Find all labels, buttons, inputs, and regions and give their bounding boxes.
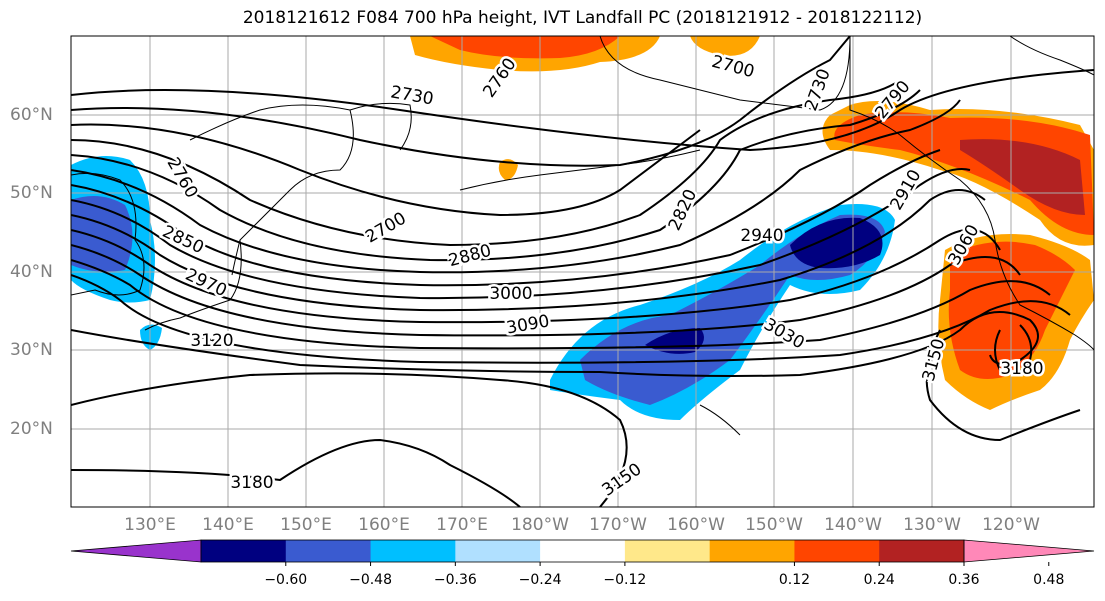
- longitude-label: 160°W: [667, 515, 725, 535]
- longitude-label: 150°W: [745, 515, 803, 535]
- longitude-label: 170°E: [436, 515, 488, 535]
- colorbar-tick-label: 0.36: [948, 572, 980, 588]
- colorbar-swatch: [201, 540, 287, 562]
- longitude-label: 160°E: [358, 515, 410, 535]
- colorbar: [70, 539, 1095, 566]
- map-frame: [70, 35, 1095, 508]
- longitude-label: 130°E: [124, 515, 176, 535]
- longitude-label: 130°W: [903, 515, 961, 535]
- contour-label: 3150: [599, 459, 646, 500]
- latitude-label: 40°N: [10, 262, 53, 282]
- colorbar-swatch: [709, 540, 795, 562]
- contour-label: 2700: [710, 52, 757, 83]
- colorbar-tick-label: 0.48: [1033, 572, 1065, 588]
- colorbar-tick-label: −0.36: [433, 572, 477, 588]
- contour-label: 3180: [1000, 359, 1043, 379]
- longitude-label: 140°E: [202, 515, 254, 535]
- colorbar-swatch: [540, 540, 626, 562]
- latitude-label: 50°N: [10, 183, 53, 203]
- colorbar-swatch: [455, 540, 541, 562]
- contour-label: 2910: [887, 166, 926, 213]
- contour-label-halo: 3180: [1000, 359, 1043, 379]
- colorbar-tick-label: −0.12: [603, 572, 647, 588]
- latitude-label: 30°N: [10, 340, 53, 360]
- latitude-label: 60°N: [10, 105, 53, 125]
- contour-label-halo: 3120: [190, 331, 233, 351]
- colorbar-outline: [200, 539, 965, 563]
- contour-label-halo: 3180: [230, 473, 273, 493]
- contour-label: 3120: [190, 331, 233, 351]
- longitude-label: 150°E: [280, 515, 332, 535]
- latitude-label: 20°N: [10, 419, 53, 439]
- contour-label-halo: 2940: [740, 226, 783, 246]
- colorbar-swatch: [879, 540, 965, 562]
- colorbar-swatch: [370, 540, 456, 562]
- graticule: [71, 36, 1094, 507]
- colorbar-extend-low: [70, 539, 202, 563]
- contour-label: 2730: [389, 82, 435, 109]
- longitude-label: 140°W: [824, 515, 882, 535]
- colorbar-tick-label: −0.60: [264, 572, 308, 588]
- contour-label: 2970: [182, 265, 230, 301]
- contour-label: 3000: [489, 284, 532, 304]
- height-contours: [71, 36, 1094, 507]
- contour-label-halo: 3000: [489, 284, 532, 304]
- colorbar-swatch: [285, 540, 372, 562]
- contour-label: 2940: [740, 226, 783, 246]
- map-title: 2018121612 F084 700 hPa height, IVT Land…: [242, 8, 923, 28]
- longitude-label: 180°W: [511, 515, 569, 535]
- longitude-label: 170°W: [589, 515, 647, 535]
- contour-label: 2760: [163, 154, 202, 201]
- colorbar-extend-high: [963, 539, 1095, 563]
- colorbar-tick-label: 0.24: [863, 572, 895, 588]
- longitude-label: 120°W: [982, 515, 1040, 535]
- colorbar-tick-label: −0.48: [349, 572, 392, 588]
- colorbar-tick-label: 0.12: [778, 572, 811, 588]
- colorbar-swatch: [624, 540, 711, 562]
- colorbar-swatch: [794, 540, 880, 562]
- colorbar-tick-label: −0.24: [518, 572, 562, 588]
- ivt-shading: [71, 36, 1094, 420]
- contour-label: 3180: [230, 473, 273, 493]
